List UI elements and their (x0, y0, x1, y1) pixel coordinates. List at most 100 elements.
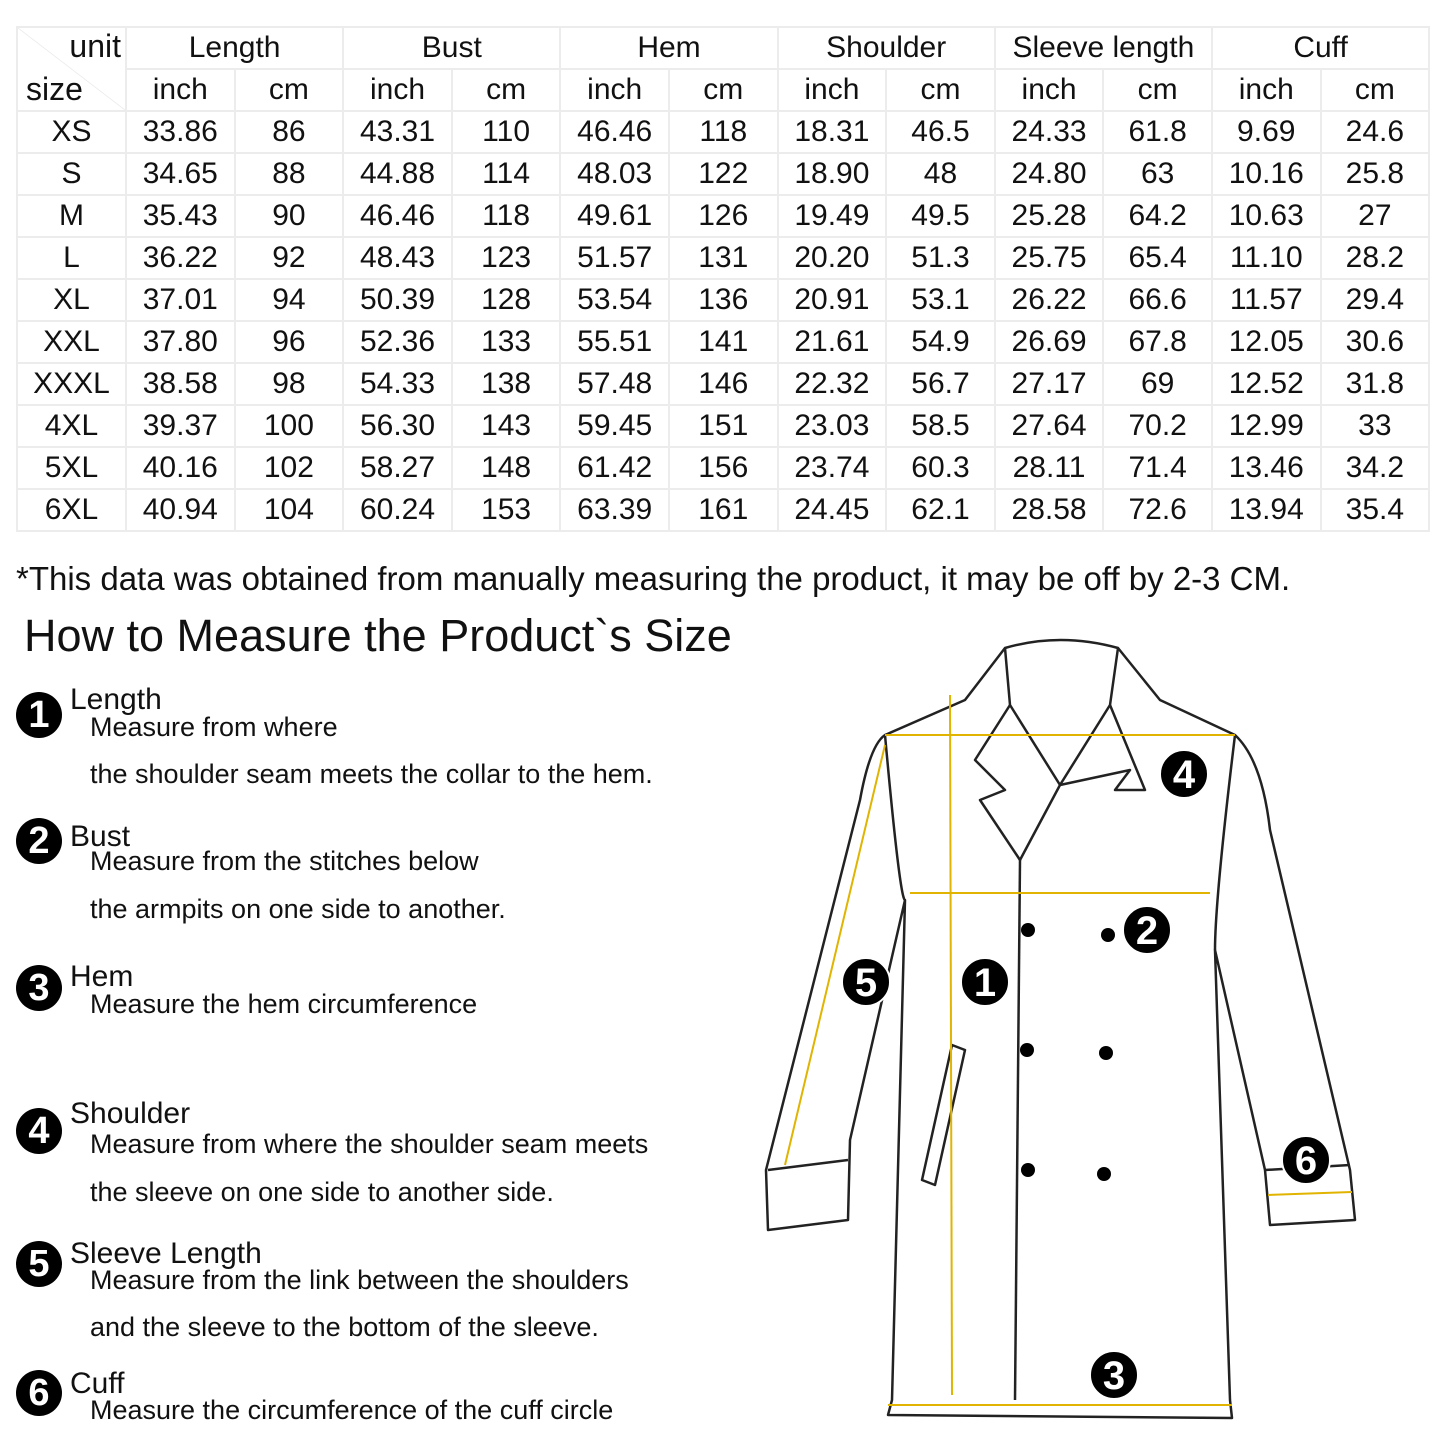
value-cell: 86 (233, 110, 345, 154)
value-cell: 128 (450, 278, 562, 322)
table-row: XXL 37.80 96 52.36 133 55.51 141 21.61 54.9 26.69… (16, 320, 1431, 364)
value-cell: 102 (233, 446, 345, 490)
value-cell: 44.88 (342, 152, 453, 196)
value-cell: 11.57 (1210, 278, 1322, 322)
value-cell: 61.8 (1102, 110, 1213, 154)
group-header: Hem (559, 26, 779, 70)
guide-item-text: Measure from where the shoulder seam mee… (90, 1129, 649, 1159)
group-header: Cuff (1210, 26, 1431, 70)
marker-1: 1 (960, 957, 1010, 1007)
value-cell: 20.20 (776, 236, 888, 280)
diagram-markers: 1 2 3 4 5 6 (841, 749, 1331, 1400)
value-cell: 34.2 (1319, 446, 1431, 490)
value-cell: 72.6 (1102, 488, 1213, 532)
number-2-icon: 2 (16, 818, 62, 864)
unit-header: inch (776, 68, 888, 112)
size-cell: 6XL (16, 488, 127, 532)
guide-item-text: the shoulder seam meets the collar to th… (90, 759, 653, 789)
guide-item-title: Cuff (70, 1367, 125, 1400)
value-cell: 36.22 (125, 236, 236, 280)
value-cell: 136 (667, 278, 779, 322)
table-row: XS 33.86 86 43.31 110 46.46 118 18.31 46.5 24.33 6… (16, 110, 1431, 154)
value-cell: 156 (667, 446, 779, 490)
value-cell: 118 (667, 110, 779, 154)
guide-item-title: Shoulder (70, 1097, 191, 1130)
value-cell: 28.2 (1319, 236, 1431, 280)
header-row-units: inch cm inch cm inch cm inch cm inch cm inch cm (17, 68, 1431, 112)
value-cell: 63 (1102, 152, 1213, 196)
value-cell: 71.4 (1102, 446, 1213, 490)
value-cell: 40.94 (125, 488, 236, 532)
value-cell: 25.28 (993, 194, 1105, 238)
value-cell: 67.8 (1102, 320, 1213, 364)
measurement-note: *This data was obtained from manually me… (16, 560, 1291, 597)
guide-item-text: the armpits on one side to another. (90, 894, 506, 924)
value-cell: 34.65 (125, 152, 236, 196)
value-cell: 19.49 (776, 194, 888, 238)
guide-item-title: Hem (70, 960, 134, 993)
value-cell: 39.37 (125, 404, 236, 448)
table-row: 4XL 39.37 100 56.30 143 59.45 151 23.03 58.5 27.6… (16, 404, 1431, 448)
value-cell: 18.90 (776, 152, 888, 196)
value-cell: 69 (1102, 362, 1213, 406)
value-cell: 25.8 (1319, 152, 1431, 196)
value-cell: 151 (667, 404, 779, 448)
guide-item-text: Measure the circumference of the cuff ci… (90, 1395, 614, 1425)
coat-diagram: 1 2 3 4 5 6 (764, 638, 1357, 1420)
value-cell: 146 (667, 362, 779, 406)
value-cell: 51.57 (559, 236, 670, 280)
value-cell: 24.33 (993, 110, 1105, 154)
value-cell: 37.80 (125, 320, 236, 364)
size-cell: M (16, 194, 127, 238)
value-cell: 55.51 (559, 320, 670, 364)
value-cell: 88 (233, 152, 345, 196)
value-cell: 60.24 (342, 488, 453, 532)
value-cell: 21.61 (776, 320, 888, 364)
value-cell: 123 (450, 236, 562, 280)
size-label: size (26, 71, 83, 107)
value-cell: 22.32 (776, 362, 888, 406)
value-cell: 104 (233, 488, 345, 532)
value-cell: 27.17 (993, 362, 1105, 406)
value-cell: 11.10 (1210, 236, 1322, 280)
marker-6: 6 (1281, 1135, 1331, 1185)
guide-item-text: Measure from the stitches below (90, 846, 479, 876)
table-row: XXXL 38.58 98 54.33 138 57.48 146 22.32 56.7 27.1… (16, 362, 1431, 406)
value-cell: 138 (450, 362, 562, 406)
header-row-groups: unit size Length Bust Hem Shoulder Sleev… (16, 26, 1431, 112)
unit-header: inch (993, 68, 1105, 112)
unit-header: cm (1319, 68, 1431, 112)
value-cell: 48.43 (342, 236, 453, 280)
guide-title: How to Measure the Product`s Size (24, 610, 732, 661)
value-cell: 18.31 (776, 110, 888, 154)
value-cell: 60.3 (885, 446, 996, 490)
size-cell: XL (16, 278, 127, 322)
number-5-icon: 5 (16, 1241, 62, 1287)
value-cell: 28.11 (993, 446, 1105, 490)
group-header: Shoulder (776, 26, 996, 70)
value-cell: 57.48 (559, 362, 670, 406)
svg-text:5: 5 (855, 961, 877, 1005)
size-cell: S (16, 152, 127, 196)
value-cell: 24.80 (993, 152, 1105, 196)
number-3-icon: 3 (16, 965, 62, 1011)
value-cell: 33.86 (125, 110, 236, 154)
value-cell: 35.43 (125, 194, 236, 238)
value-cell: 12.99 (1210, 404, 1322, 448)
value-cell: 62.1 (885, 488, 996, 532)
value-cell: 96 (233, 320, 345, 364)
value-cell: 33 (1319, 404, 1431, 448)
unit-header: cm (667, 68, 779, 112)
svg-text:4: 4 (1173, 753, 1196, 797)
value-cell: 27.64 (993, 404, 1105, 448)
value-cell: 48.03 (559, 152, 670, 196)
value-cell: 126 (667, 194, 779, 238)
size-cell: XXL (16, 320, 127, 364)
value-cell: 29.4 (1319, 278, 1431, 322)
value-cell: 27 (1319, 194, 1431, 238)
svg-text:1: 1 (974, 961, 996, 1005)
size-cell: 5XL (16, 446, 127, 490)
value-cell: 141 (667, 320, 779, 364)
group-header: Sleeve length (993, 26, 1213, 70)
value-cell: 92 (233, 236, 345, 280)
